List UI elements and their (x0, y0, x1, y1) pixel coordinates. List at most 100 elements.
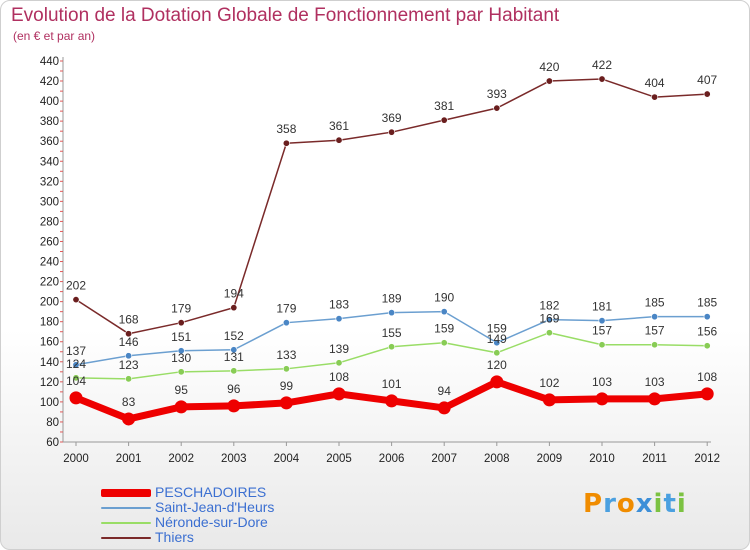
chart-legend: PESCHADOIRES Saint-Jean-d'Heurs Néronde-su… (101, 484, 361, 545)
data-point (279, 396, 293, 410)
y-tick-label: 240 (40, 257, 59, 269)
data-label: 182 (539, 299, 559, 313)
data-point (700, 387, 714, 401)
y-tick-label: 80 (46, 417, 59, 429)
y-tick-label: 140 (40, 357, 59, 369)
data-point (493, 349, 501, 357)
data-label: 120 (487, 358, 507, 372)
data-point (703, 90, 711, 98)
y-tick-label: 260 (40, 236, 59, 248)
logo-letter: i (653, 489, 664, 519)
data-label: 185 (645, 296, 665, 310)
data-label: 420 (539, 60, 559, 74)
data-point (122, 412, 136, 426)
x-tick-label: 2002 (168, 453, 194, 465)
data-label: 404 (645, 76, 665, 90)
logo-letter: o (616, 489, 636, 519)
data-label: 407 (697, 73, 717, 87)
data-label: 194 (224, 287, 244, 301)
data-label: 108 (329, 370, 349, 384)
data-label: 157 (592, 324, 612, 338)
data-point (651, 93, 659, 101)
data-label: 183 (329, 298, 349, 312)
data-label: 96 (227, 382, 241, 396)
data-point (227, 399, 241, 413)
data-point (545, 77, 553, 85)
data-label: 185 (697, 296, 717, 310)
data-point (703, 342, 711, 350)
data-label: 179 (276, 302, 296, 316)
data-label: 169 (539, 312, 559, 326)
data-point (440, 116, 448, 124)
data-label: 103 (645, 375, 665, 389)
legend-swatch (101, 489, 151, 497)
data-point (174, 400, 188, 414)
y-tick-label: 380 (40, 116, 59, 128)
data-point (651, 313, 659, 321)
data-point (437, 401, 451, 415)
legend-swatch (101, 537, 151, 539)
data-label: 133 (276, 348, 296, 362)
data-label: 189 (382, 292, 402, 306)
data-point (385, 394, 399, 408)
x-tick-label: 2012 (694, 453, 720, 465)
data-point (282, 139, 290, 147)
data-label: 159 (487, 322, 507, 336)
y-tick-label: 360 (40, 136, 59, 148)
data-point (230, 346, 238, 354)
x-tick-label: 2004 (274, 453, 300, 465)
data-point (72, 361, 80, 369)
data-label: 137 (66, 344, 86, 358)
chart-title: Evolution de la Dotation Globale de Fonc… (11, 5, 560, 26)
y-tick-label: 180 (40, 317, 59, 329)
data-point (388, 343, 396, 351)
data-point (282, 365, 290, 373)
y-tick-label: 280 (40, 216, 59, 228)
y-tick-label: 340 (40, 156, 59, 168)
x-tick-label: 2011 (642, 453, 667, 465)
data-point (177, 347, 185, 355)
x-tick-label: 2003 (221, 453, 247, 465)
data-point (125, 352, 133, 360)
legend-label: Saint-Jean-d'Heurs (155, 499, 275, 515)
data-point (388, 128, 396, 136)
legend-swatch (101, 507, 151, 509)
data-point (177, 319, 185, 327)
y-tick-label: 160 (40, 337, 59, 349)
data-point (490, 375, 504, 389)
data-point (230, 367, 238, 375)
y-tick-label: 440 (40, 56, 59, 68)
y-tick-label: 300 (40, 196, 59, 208)
data-label: 95 (175, 383, 189, 397)
data-label: 381 (434, 99, 454, 113)
x-tick-label: 2001 (116, 453, 142, 465)
legend-label: Néronde-sur-Dore (155, 514, 268, 530)
data-label: 101 (382, 377, 402, 391)
legend-entry: Thiers (101, 529, 361, 545)
data-point (335, 136, 343, 144)
x-tick-label: 2005 (326, 453, 352, 465)
data-point (332, 387, 346, 401)
legend-swatch (101, 522, 151, 524)
x-tick-label: 2000 (63, 453, 89, 465)
y-tick-label: 220 (40, 277, 59, 289)
data-point (542, 393, 556, 407)
data-label: 202 (66, 279, 86, 293)
legend-label: Thiers (155, 529, 194, 545)
data-point (335, 315, 343, 323)
data-label: 123 (119, 358, 139, 372)
data-label: 152 (224, 329, 244, 343)
data-point (125, 375, 133, 383)
data-label: 131 (224, 350, 244, 364)
data-label: 156 (697, 325, 717, 339)
legend-entry: Saint-Jean-d'Heurs (101, 499, 361, 515)
data-point (648, 392, 662, 406)
data-label: 181 (592, 300, 612, 314)
data-label: 422 (592, 58, 612, 72)
logo-letter: t (663, 489, 677, 519)
data-point (598, 75, 606, 83)
data-point (282, 319, 290, 327)
data-label: 358 (276, 122, 296, 136)
data-label: 102 (539, 376, 559, 390)
